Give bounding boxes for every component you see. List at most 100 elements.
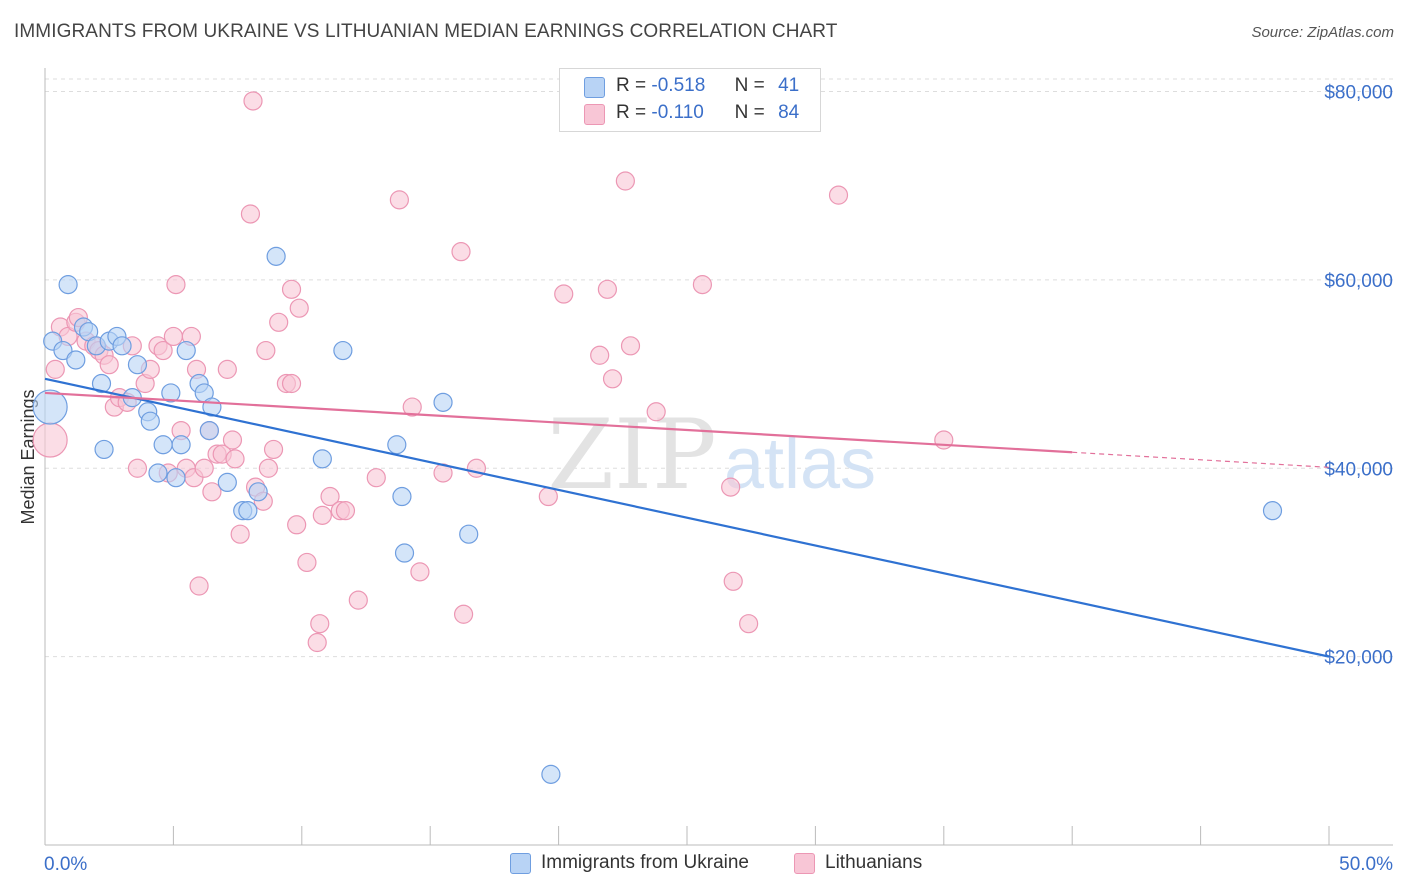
- lithuanian-point: [281, 373, 302, 394]
- bottom-legend-swatch-lithuanians: [794, 853, 815, 874]
- lithuanian-point: [258, 458, 279, 478]
- lithuanian-point: [828, 185, 849, 205]
- ukraine-point: [32, 389, 68, 425]
- stats-legend: R = -0.518 N = 41 R = -0.110 N = 84: [559, 68, 821, 132]
- lithuanian-trendline: [44, 391, 1073, 454]
- lithuanian-point: [348, 590, 368, 610]
- y-tick-label: $20,000: [1324, 648, 1393, 669]
- points-layer: [32, 91, 1283, 784]
- ukraine-point: [541, 764, 561, 784]
- legend-n-value-ukraine: 41: [778, 75, 800, 96]
- lithuanian-point: [410, 562, 430, 582]
- lithuanian-point: [127, 458, 148, 478]
- ukraine-point: [387, 435, 407, 455]
- ukraine-point: [127, 355, 148, 375]
- bottom-legend-label-lithuanians: Lithuanians: [825, 852, 923, 873]
- lithuanian-point: [240, 204, 261, 224]
- lithuanian-point: [230, 524, 250, 544]
- lithuanian-point: [166, 275, 186, 295]
- lithuanian-point: [263, 439, 284, 460]
- legend-n-label: N =: [734, 102, 765, 123]
- lithuanian-point: [615, 171, 635, 191]
- lithuanian-point: [312, 505, 332, 525]
- y-tick-labels: $20,000 $40,000 $60,000 $80,000: [1324, 83, 1393, 669]
- ukraine-point: [217, 472, 237, 492]
- lithuanian-point: [243, 91, 263, 111]
- lithuanian-point: [453, 604, 474, 624]
- ukraine-point: [161, 383, 181, 403]
- lithuanian-point: [289, 298, 309, 318]
- lithuanian-point: [597, 279, 617, 299]
- lithuanian-point: [225, 449, 245, 469]
- ukraine-point: [112, 336, 132, 356]
- lithuanian-point: [538, 486, 558, 507]
- ukraine-point: [433, 392, 453, 412]
- ukraine-point: [266, 246, 286, 266]
- x-ticks: [44, 826, 1330, 845]
- legend-swatch-lithuanians: [584, 104, 605, 125]
- legend-r-label: R =: [616, 102, 647, 123]
- lithuanian-point: [189, 576, 209, 596]
- lithuanian-point: [934, 430, 954, 450]
- lithuanian-point: [389, 190, 409, 210]
- ukraine-point: [392, 486, 412, 507]
- lithuanian-point: [45, 359, 65, 379]
- ukraine-point: [166, 468, 186, 488]
- chart-title: IMMIGRANTS FROM UKRAINE VS LITHUANIAN ME…: [14, 21, 838, 42]
- lithuanian-point: [32, 422, 68, 458]
- lithuanian-point: [739, 614, 759, 634]
- ukraine-point: [153, 435, 173, 455]
- x-tick-labels: 0.0% 50.0%: [44, 854, 1393, 875]
- ukraine-point: [148, 463, 168, 483]
- legend-swatch-ukraine: [584, 77, 605, 98]
- legend-r-value-ukraine: -0.518: [651, 75, 706, 96]
- axes-layer: [44, 68, 1393, 846]
- ukraine-point: [248, 482, 268, 502]
- lithuanian-point: [366, 468, 386, 488]
- legend-r-label: R =: [616, 75, 647, 96]
- ukraine-point: [333, 340, 353, 361]
- ukraine-point: [58, 275, 78, 295]
- ukraine-point: [171, 435, 191, 455]
- ukraine-point: [312, 449, 332, 469]
- ukraine-trendline: [44, 377, 1330, 658]
- legend-n-value-lithuanians: 84: [778, 102, 800, 123]
- grid-layer: [45, 78, 1393, 658]
- lithuanian-point: [194, 458, 214, 478]
- lithuanian-point: [723, 571, 743, 591]
- legend-n-label: N =: [734, 75, 765, 96]
- lithuanian-point: [451, 242, 471, 262]
- lithuanian-point: [620, 336, 641, 356]
- y-tick-label: $60,000: [1324, 271, 1393, 292]
- source-label: Source: ZipAtlas.com: [1251, 24, 1394, 41]
- lithuanian-point: [222, 430, 243, 450]
- lithuanian-point: [202, 482, 222, 502]
- ukraine-point: [66, 350, 86, 370]
- y-tick-label: $40,000: [1324, 459, 1393, 480]
- lithuanian-point: [590, 345, 610, 365]
- lithuanian-point: [402, 397, 422, 417]
- y-tick-label: $80,000: [1324, 83, 1393, 104]
- lithuanian-point: [307, 632, 327, 653]
- ukraine-point: [199, 421, 219, 441]
- lithuanian-point: [256, 340, 276, 361]
- lithuanian-point: [217, 359, 237, 379]
- lithuanian-trendline-extension: [1072, 451, 1330, 468]
- ukraine-point: [53, 340, 73, 361]
- lithuanian-point: [163, 326, 183, 347]
- lithuanian-point: [287, 515, 307, 535]
- lithuanian-point: [99, 355, 119, 375]
- watermark: ZIP atlas: [547, 399, 876, 511]
- y-axis-label: Median Earnings: [18, 389, 38, 524]
- ukraine-point: [91, 373, 112, 394]
- x-tick-label: 50.0%: [1339, 854, 1393, 875]
- watermark-zip: ZIP: [547, 399, 716, 511]
- lithuanian-point: [602, 369, 623, 389]
- ukraine-point: [394, 543, 415, 563]
- ukraine-point: [140, 411, 160, 431]
- lithuanian-point: [692, 275, 713, 295]
- ukraine-point: [238, 501, 258, 521]
- legend-r-value-lithuanians: -0.110: [651, 102, 704, 123]
- ukraine-point: [1262, 501, 1283, 521]
